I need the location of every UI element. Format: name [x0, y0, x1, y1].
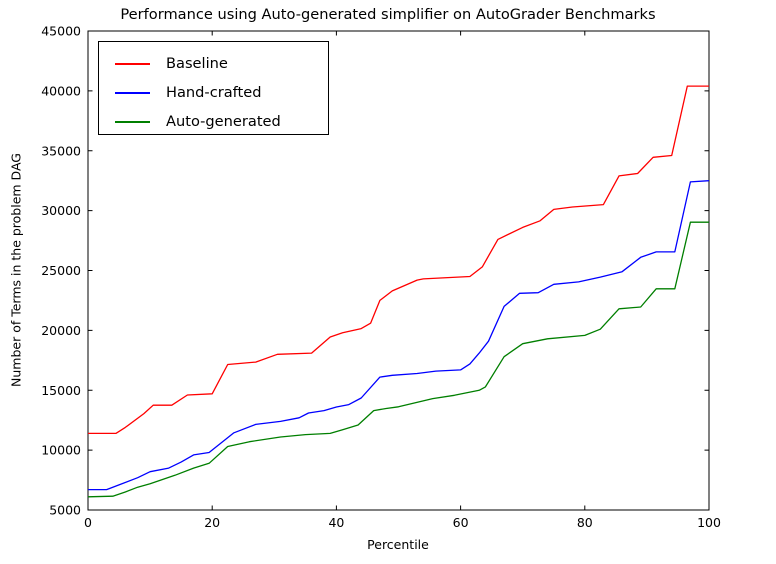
legend-item-auto-generated: Auto-generated	[115, 107, 328, 136]
y-tick-label: 10000	[41, 443, 81, 458]
y-tick-label: 25000	[41, 263, 81, 278]
y-tick-label: 30000	[41, 203, 81, 218]
x-tick-label: 80	[577, 515, 593, 530]
series-line-baseline	[88, 85, 709, 435]
legend-item-hand-crafted: Hand-crafted	[115, 78, 328, 107]
x-tick-label: 20	[204, 515, 220, 530]
hand-crafted-line-sample	[115, 91, 150, 94]
legend-label-auto-generated: Auto-generated	[166, 113, 281, 130]
series-line-auto-generated	[87, 221, 709, 498]
y-tick-label: 45000	[41, 24, 81, 39]
chart-title: Performance using Auto-generated simplif…	[120, 6, 656, 23]
x-tick-label: 60	[453, 515, 469, 530]
x-axis-label: Percentile	[367, 537, 429, 552]
y-tick-label: 5000	[49, 503, 81, 518]
legend-label-baseline: Baseline	[166, 55, 228, 72]
legend-item-baseline: Baseline	[115, 49, 328, 78]
y-tick-label: 20000	[41, 323, 81, 338]
y-tick-label: 15000	[41, 383, 81, 398]
x-tick-label: 40	[328, 515, 344, 530]
x-tick-label: 0	[84, 515, 92, 530]
baseline-line-sample	[115, 62, 150, 65]
auto-generated-line-sample	[115, 120, 150, 123]
x-tick-label: 100	[697, 515, 721, 530]
y-tick-label: 35000	[41, 143, 81, 158]
y-tick-label: 40000	[41, 83, 81, 98]
y-axis-label: Number of Terms in the problem DAG	[8, 153, 24, 387]
legend-label-hand-crafted: Hand-crafted	[166, 84, 262, 101]
legend: Baseline Hand-crafted Auto-generated	[98, 41, 329, 135]
series-line-hand-crafted	[88, 180, 710, 491]
